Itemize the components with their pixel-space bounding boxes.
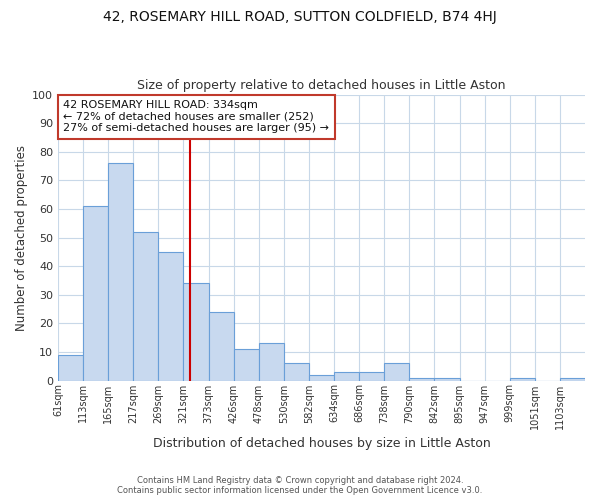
Bar xyxy=(158,252,184,380)
Text: Contains HM Land Registry data © Crown copyright and database right 2024.
Contai: Contains HM Land Registry data © Crown c… xyxy=(118,476,482,495)
Bar xyxy=(309,375,334,380)
Bar xyxy=(108,163,133,380)
Bar xyxy=(184,284,209,380)
Bar xyxy=(384,364,409,380)
Bar xyxy=(259,344,284,380)
Bar xyxy=(359,372,384,380)
Bar xyxy=(133,232,158,380)
Bar xyxy=(83,206,108,380)
X-axis label: Distribution of detached houses by size in Little Aston: Distribution of detached houses by size … xyxy=(152,437,490,450)
Bar xyxy=(510,378,535,380)
Bar xyxy=(58,355,83,380)
Bar xyxy=(334,372,359,380)
Bar xyxy=(560,378,585,380)
Bar xyxy=(233,349,259,380)
Bar xyxy=(434,378,460,380)
Bar xyxy=(284,364,309,380)
Bar xyxy=(409,378,434,380)
Title: Size of property relative to detached houses in Little Aston: Size of property relative to detached ho… xyxy=(137,79,506,92)
Y-axis label: Number of detached properties: Number of detached properties xyxy=(15,144,28,330)
Bar xyxy=(209,312,233,380)
Text: 42, ROSEMARY HILL ROAD, SUTTON COLDFIELD, B74 4HJ: 42, ROSEMARY HILL ROAD, SUTTON COLDFIELD… xyxy=(103,10,497,24)
Text: 42 ROSEMARY HILL ROAD: 334sqm
← 72% of detached houses are smaller (252)
27% of : 42 ROSEMARY HILL ROAD: 334sqm ← 72% of d… xyxy=(63,100,329,134)
